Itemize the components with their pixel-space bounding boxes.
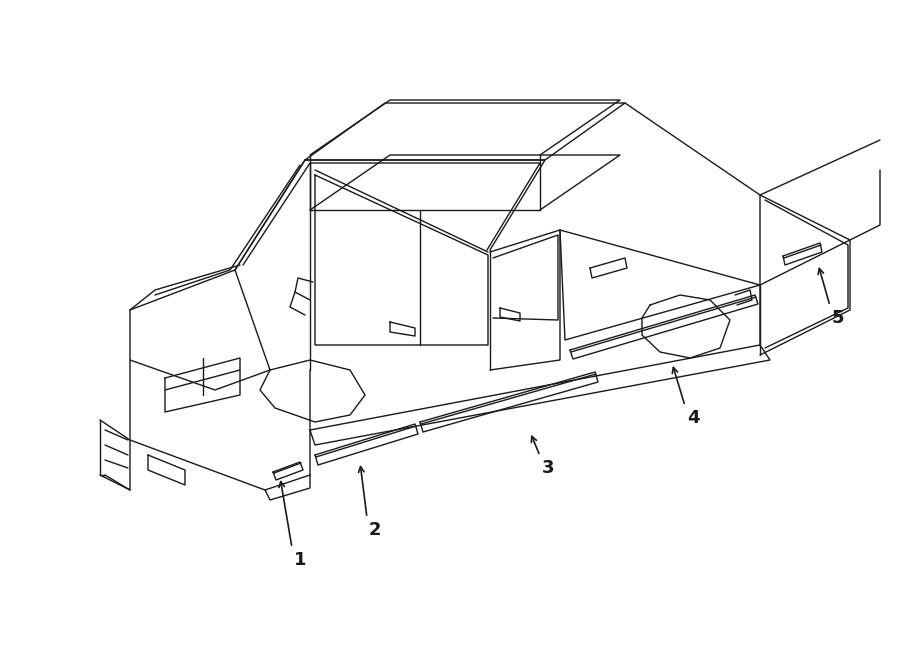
Text: 3: 3	[542, 459, 554, 477]
Text: 2: 2	[369, 521, 382, 539]
Text: 5: 5	[832, 309, 844, 327]
Text: 4: 4	[687, 409, 699, 427]
Text: 1: 1	[293, 551, 306, 569]
